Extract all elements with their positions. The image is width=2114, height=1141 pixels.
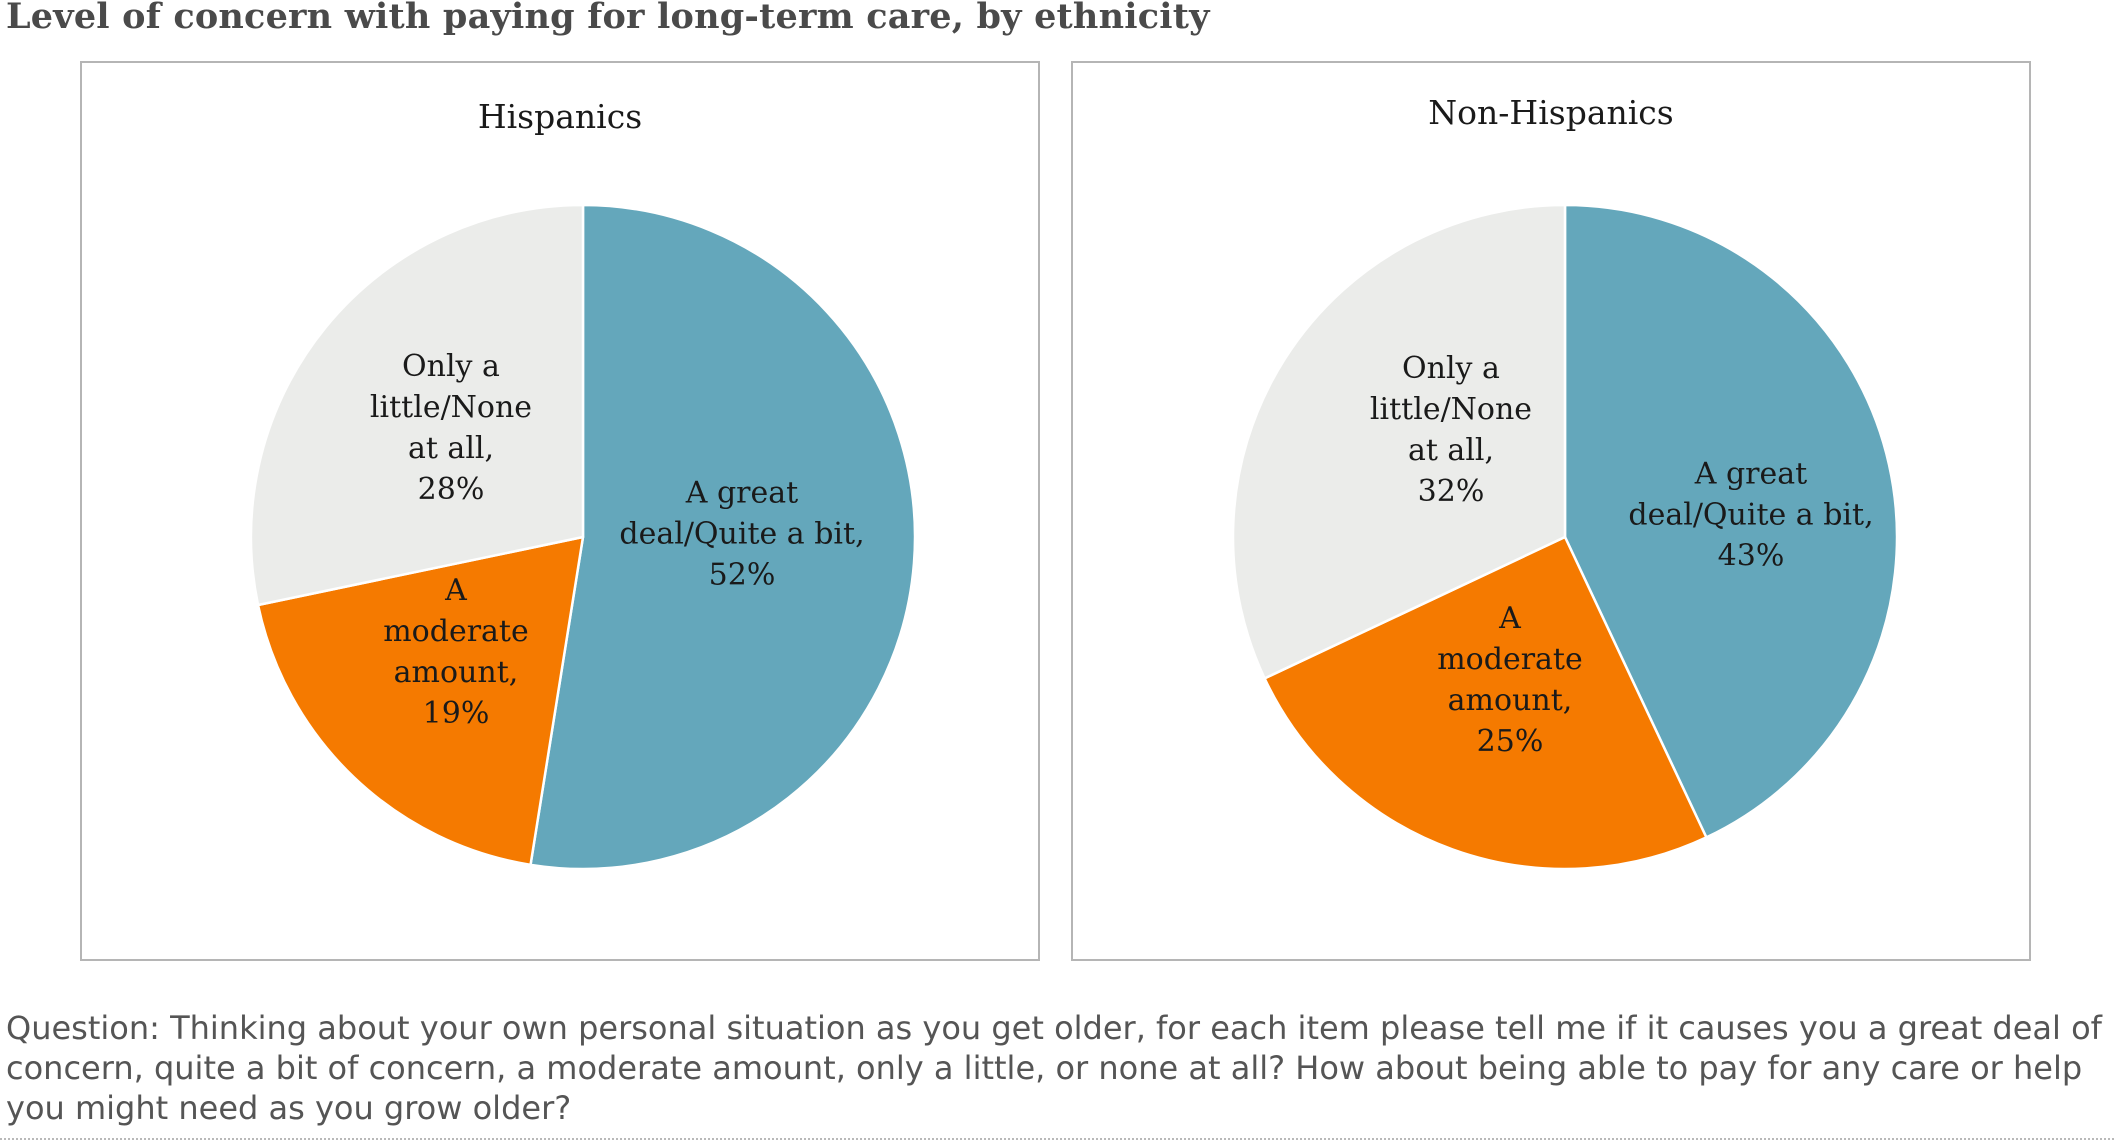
moderate-amount-label-line: amount,	[394, 655, 519, 690]
great-deal-label-line: 52%	[709, 558, 776, 593]
little-none-label-line: at all,	[1408, 433, 1494, 468]
little-none-label: Only a little/None at all, 28%	[370, 349, 532, 507]
great-deal-label-line: A great	[1694, 457, 1807, 492]
bottom-divider	[0, 1138, 2114, 1140]
moderate-amount-label-line: moderate	[1437, 642, 1583, 677]
little-none-label-line: little/None	[1370, 392, 1532, 427]
question-note: Question: Thinking about your own person…	[6, 1009, 2102, 1127]
hispanics-chart-title: Hispanics	[477, 97, 643, 136]
moderate-amount-label-line: 19%	[423, 696, 490, 731]
moderate-amount-label-line: moderate	[383, 614, 529, 649]
moderate-amount-slice	[1263, 535, 1708, 871]
great-deal-label: A great deal/Quite a bit, 43%	[1628, 457, 1873, 574]
little-none-label: Only a little/None at all, 32%	[1370, 351, 1532, 509]
little-none-label-line: Only a	[1402, 351, 1500, 386]
great-deal-label-line: deal/Quite a bit,	[1628, 498, 1873, 533]
non-hispanics-pie-chart: A great deal/Quite a bit, 43% A moderate amou…	[1231, 203, 1899, 871]
great-deal-label: A great deal/Quite a bit, 52%	[619, 476, 864, 593]
page-title: Level of concern with paying for long-te…	[6, 0, 1210, 37]
moderate-amount-label-line: 25%	[1477, 724, 1544, 759]
moderate-amount-label-line: amount,	[1448, 683, 1573, 718]
moderate-amount-slice	[256, 535, 585, 867]
little-none-label-line: 32%	[1418, 474, 1485, 509]
great-deal-label-line: deal/Quite a bit,	[619, 517, 864, 552]
non-hispanics-chart-panel: Non-Hispanics A great deal/Quite a bit, 43…	[1071, 61, 2031, 961]
little-none-slice	[249, 203, 585, 607]
little-none-label-line: 28%	[418, 472, 485, 507]
little-none-label-line: Only a	[402, 349, 500, 384]
hispanics-pie-chart: A great deal/Quite a bit, 52% A moderate amou…	[249, 203, 917, 871]
great-deal-label-line: 43%	[1718, 539, 1785, 574]
great-deal-label-line: A great	[685, 476, 798, 511]
moderate-amount-label-line: A	[1498, 601, 1521, 636]
little-none-label-line: little/None	[370, 390, 532, 425]
little-none-slice	[1231, 203, 1567, 680]
great-deal-slice	[529, 203, 917, 871]
little-none-label-line: at all,	[408, 431, 494, 466]
great-deal-slice	[1563, 203, 1899, 839]
non-hispanics-chart-title: Non-Hispanics	[1428, 93, 1674, 132]
moderate-amount-label-line: A	[444, 573, 467, 608]
